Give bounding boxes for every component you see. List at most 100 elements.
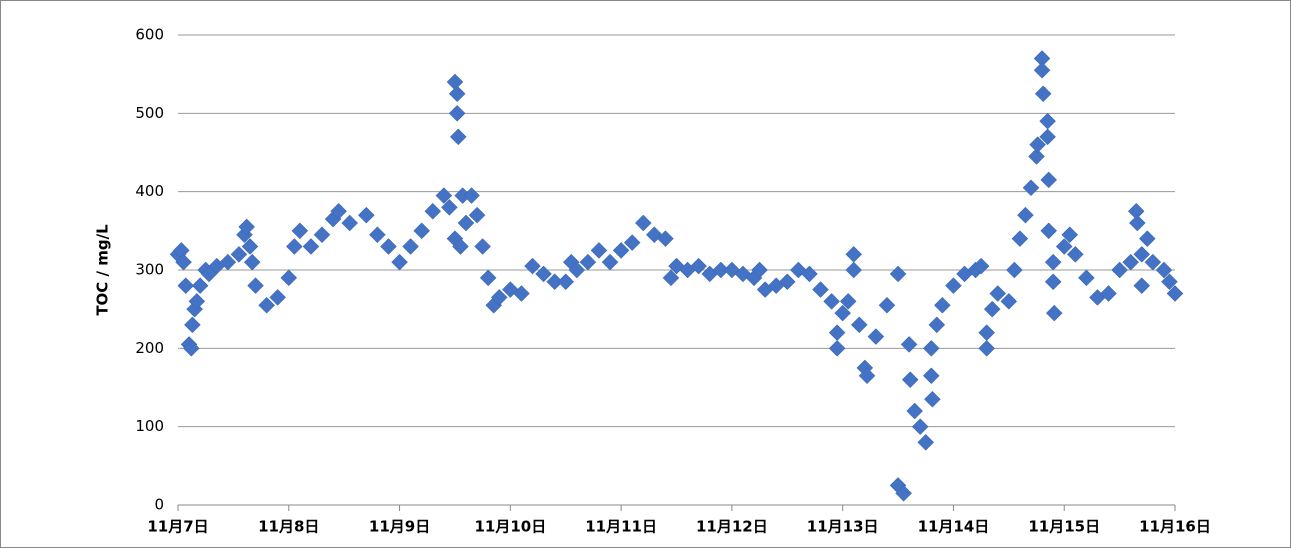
point xyxy=(391,253,408,271)
x-tick-label: 11月15日 xyxy=(1028,518,1100,536)
point xyxy=(219,253,237,271)
point xyxy=(269,289,287,306)
point xyxy=(535,265,552,283)
point xyxy=(291,222,309,240)
point xyxy=(1029,136,1046,154)
point xyxy=(895,484,912,502)
point xyxy=(238,218,256,236)
point xyxy=(1100,285,1117,302)
point xyxy=(1166,285,1184,302)
point xyxy=(448,104,466,122)
point xyxy=(922,339,940,357)
point xyxy=(413,222,431,240)
point xyxy=(1033,61,1051,79)
point xyxy=(463,187,480,204)
point xyxy=(449,128,467,146)
point xyxy=(723,261,741,279)
point xyxy=(285,238,303,255)
y-tick-label: 200 xyxy=(135,339,164,357)
x-tick-label: 11月10日 xyxy=(474,518,546,536)
point xyxy=(479,269,497,287)
point xyxy=(557,273,575,291)
point xyxy=(177,277,195,295)
point xyxy=(901,371,919,389)
point xyxy=(1133,245,1151,263)
point xyxy=(1128,214,1146,232)
point xyxy=(989,285,1007,302)
point xyxy=(634,214,652,232)
point xyxy=(1161,273,1178,291)
point xyxy=(924,390,941,408)
point xyxy=(474,238,491,255)
x-tick-label: 11月9日 xyxy=(369,518,430,536)
point xyxy=(1122,253,1140,271)
point xyxy=(1155,261,1173,279)
point xyxy=(424,202,442,220)
point xyxy=(435,187,453,204)
y-tick-label: 300 xyxy=(135,261,164,279)
y-tick-label: 500 xyxy=(135,104,164,122)
point xyxy=(568,261,586,279)
point xyxy=(243,253,261,271)
point xyxy=(191,277,209,295)
point xyxy=(1111,261,1128,279)
point xyxy=(906,402,924,420)
point xyxy=(751,261,768,279)
y-tick-label: 400 xyxy=(135,182,164,200)
point xyxy=(1006,261,1023,279)
point xyxy=(1000,292,1018,310)
point xyxy=(790,261,807,279)
point xyxy=(828,339,846,357)
point xyxy=(823,292,840,310)
point xyxy=(241,238,259,255)
point xyxy=(911,418,929,436)
point xyxy=(1045,304,1063,322)
point xyxy=(1044,273,1062,291)
point xyxy=(889,265,907,283)
point xyxy=(867,328,885,345)
x-tick-label: 11月8日 xyxy=(258,518,319,536)
point xyxy=(1040,171,1058,189)
point xyxy=(579,253,597,271)
point xyxy=(513,285,530,302)
point xyxy=(1039,128,1056,146)
point xyxy=(917,433,935,451)
point xyxy=(1022,179,1040,197)
point xyxy=(330,202,347,220)
point xyxy=(712,261,730,279)
point xyxy=(922,367,940,385)
point xyxy=(1034,85,1052,103)
point xyxy=(934,296,951,314)
x-tick-label: 11月16日 xyxy=(1139,518,1211,536)
point xyxy=(175,253,192,271)
point xyxy=(380,238,397,255)
point xyxy=(850,316,868,334)
point xyxy=(983,300,1001,318)
point xyxy=(280,269,298,287)
point xyxy=(858,367,876,385)
point xyxy=(1066,245,1084,263)
point xyxy=(369,226,386,244)
point xyxy=(623,234,641,251)
point xyxy=(945,277,962,295)
point xyxy=(457,214,475,232)
point xyxy=(845,261,863,279)
point xyxy=(468,206,486,224)
point xyxy=(524,257,541,275)
point xyxy=(690,257,708,275)
point xyxy=(1055,238,1073,255)
x-tick-label: 11月7日 xyxy=(147,518,208,536)
point xyxy=(402,238,419,255)
point xyxy=(302,238,320,255)
point xyxy=(1144,253,1162,271)
point xyxy=(258,296,275,314)
point xyxy=(928,316,946,334)
point xyxy=(972,257,990,275)
point xyxy=(1040,222,1058,240)
y-tick-label: 0 xyxy=(154,496,164,514)
point xyxy=(452,238,469,255)
point xyxy=(839,292,857,310)
